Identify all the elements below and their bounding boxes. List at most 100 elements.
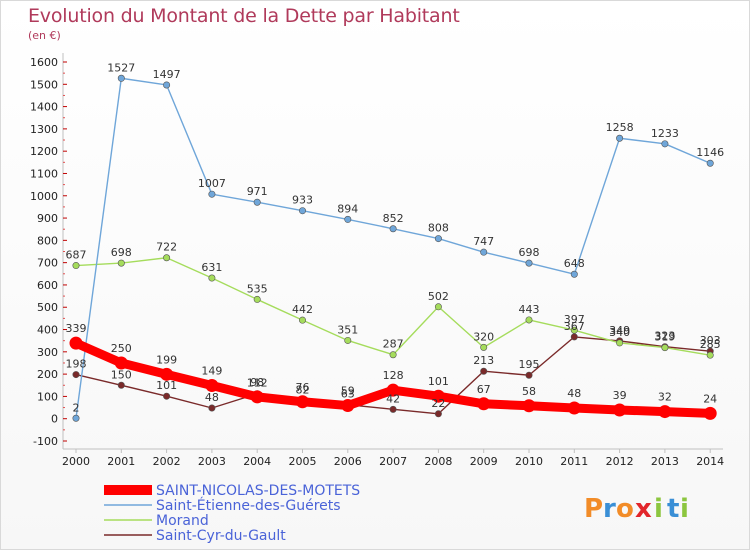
brand-letter: r [603, 494, 616, 524]
data-label: 971 [247, 185, 268, 198]
data-point [480, 343, 488, 351]
data-label: 722 [156, 241, 177, 254]
data-point [72, 262, 80, 270]
data-label: 894 [337, 202, 358, 215]
data-label: 67 [477, 383, 491, 396]
data-point [69, 336, 83, 350]
data-point [163, 254, 171, 262]
chart-title: Evolution du Montant de la Dette par Hab… [28, 5, 460, 27]
x-tick-label: 2002 [153, 455, 181, 468]
data-point [344, 215, 352, 223]
data-label: 340 [609, 326, 630, 339]
data-label: 250 [111, 342, 132, 355]
data-label: 1146 [696, 146, 724, 159]
data-label: 535 [247, 282, 268, 295]
data-label: 198 [66, 358, 87, 371]
data-label: 32 [658, 391, 672, 404]
data-point [253, 295, 261, 303]
x-tick-label: 2007 [379, 455, 407, 468]
x-tick-label: 2009 [470, 455, 498, 468]
data-label: 747 [473, 235, 494, 248]
data-point [567, 401, 581, 415]
legend-label: Saint-Étienne-des-Guérets [156, 497, 341, 514]
data-point [253, 198, 261, 206]
data-label: 2 [73, 401, 80, 414]
data-label: 1007 [198, 177, 226, 190]
data-point [163, 81, 171, 89]
data-label: 1527 [107, 61, 135, 74]
data-point [434, 303, 442, 311]
y-tick-label: 0 [51, 413, 58, 426]
data-label: 149 [201, 364, 222, 377]
legend-label: Saint-Cyr-du-Gault [156, 528, 286, 544]
data-label: 502 [428, 290, 449, 303]
data-point [570, 333, 578, 341]
data-point [389, 351, 397, 359]
data-label: 442 [292, 303, 313, 316]
y-tick-label: 1100 [30, 167, 58, 180]
data-point [661, 140, 669, 148]
data-point [250, 390, 264, 404]
data-point [208, 404, 216, 412]
data-label: 443 [519, 303, 540, 316]
series-1 [72, 74, 714, 422]
data-point [434, 410, 442, 418]
x-tick-label: 2013 [651, 455, 679, 468]
brand-letter: x [635, 494, 652, 524]
data-label: 150 [111, 368, 132, 381]
y-tick-label: 800 [37, 234, 58, 247]
data-point [163, 392, 171, 400]
data-label: 303 [700, 334, 721, 347]
data-point [117, 259, 125, 267]
data-point [160, 367, 174, 381]
data-point [480, 367, 488, 375]
data-label: 112 [247, 377, 268, 390]
x-tick-label: 2008 [424, 455, 452, 468]
data-point [341, 399, 355, 413]
data-label: 42 [386, 392, 400, 405]
data-label: 285 [700, 338, 721, 351]
y-tick-label: 300 [37, 346, 58, 359]
data-point [525, 316, 533, 324]
y-tick-label: 700 [37, 257, 58, 270]
x-tick-label: 2004 [243, 455, 271, 468]
data-label: 631 [201, 261, 222, 274]
data-label: 101 [156, 379, 177, 392]
data-point [117, 74, 125, 82]
brand-letter: P [584, 494, 603, 524]
data-label: 101 [428, 375, 449, 388]
legend-label: SAINT-NICOLAS-DES-MOTETS [156, 483, 360, 499]
data-label: 76 [296, 381, 310, 394]
y-tick-label: 1200 [30, 145, 58, 158]
data-point [389, 225, 397, 233]
data-point [706, 351, 714, 359]
labels-1: 2 1527 1497 1007 971 933 894 852 808 747 698 648 125… [73, 61, 725, 414]
data-label: 397 [564, 313, 585, 326]
data-label: 59 [341, 385, 355, 398]
data-label: 63 [341, 388, 355, 401]
brand-letter: i [680, 494, 689, 524]
x-tick-label: 2012 [606, 455, 634, 468]
data-label: 22 [431, 397, 445, 410]
data-point [298, 207, 306, 215]
data-point [703, 406, 717, 420]
data-label: 58 [522, 385, 536, 398]
y-tick-label: 600 [37, 279, 58, 292]
data-label: 852 [383, 212, 404, 225]
data-point [616, 339, 624, 347]
data-label: 1497 [153, 68, 181, 81]
data-point [661, 344, 669, 352]
y-tick-label: 500 [37, 301, 58, 314]
data-point [570, 270, 578, 278]
data-point [434, 235, 442, 243]
legend-label: Morand [156, 513, 209, 529]
y-tick-label: 100 [37, 390, 58, 403]
data-point [658, 405, 672, 419]
data-label: 195 [519, 358, 540, 371]
data-point [570, 326, 578, 334]
data-label: 323 [654, 330, 675, 343]
